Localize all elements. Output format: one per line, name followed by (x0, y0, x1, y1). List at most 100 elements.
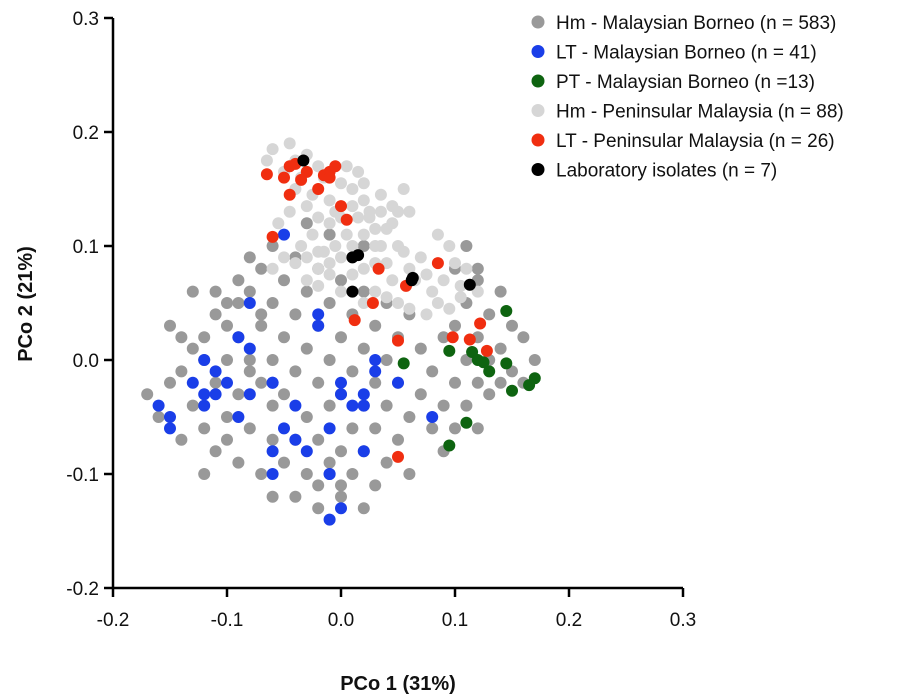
series-0-point-21 (243, 365, 256, 378)
series-1-point-22 (323, 422, 336, 435)
series-0-point-120 (312, 479, 325, 492)
series-3-point-74 (312, 245, 325, 258)
series-2-point-1 (443, 439, 456, 452)
series-3-point-84 (357, 177, 370, 190)
series-3-point-56 (312, 279, 325, 292)
series-0-point-103 (517, 331, 530, 344)
series-3-point-64 (403, 302, 416, 315)
series-3-point-15 (352, 165, 365, 178)
series-0-point-71 (380, 354, 393, 366)
series-1-point-37 (278, 228, 290, 241)
series-3-point-42 (329, 240, 342, 252)
series-3-point-29 (431, 228, 444, 241)
series-0-point-66 (369, 319, 382, 332)
series-3-point-70 (266, 262, 279, 275)
series-0-point-11 (209, 445, 222, 458)
series-0-point-117 (357, 240, 370, 252)
series-3-point-82 (312, 211, 325, 224)
series-3-point-24 (403, 262, 416, 275)
legend-label-1: LT - Malaysian Borneo (n = 41) (556, 43, 817, 64)
series-0-point-25 (255, 376, 268, 389)
series-0-point-125 (232, 297, 245, 309)
series-3-point-37 (295, 240, 308, 252)
series-3-point-75 (323, 257, 336, 270)
series-0-point-15 (232, 274, 245, 287)
series-2-point-10 (506, 384, 518, 397)
series-0-point-43 (300, 468, 313, 480)
series-0-point-32 (278, 331, 290, 344)
series-0-point-39 (289, 490, 302, 503)
series-3-point-86 (386, 200, 399, 213)
series-3-point-77 (346, 240, 359, 252)
series-1-point-40 (323, 468, 336, 480)
series-0-point-110 (186, 285, 199, 298)
series-0-point-105 (528, 354, 541, 366)
series-3-point-61 (369, 285, 382, 298)
series-1-point-36 (266, 376, 279, 389)
series-3-point-83 (346, 200, 359, 213)
series-0-point-37 (289, 365, 302, 378)
series-0-point-42 (300, 411, 313, 423)
series-0-point-3 (175, 433, 188, 446)
series-3-point-73 (300, 251, 313, 264)
series-2-point-8 (500, 305, 513, 317)
series-0-point-51 (323, 399, 336, 412)
series-3-point-27 (420, 268, 433, 281)
series-0-point-13 (221, 354, 233, 366)
series-3-point-12 (335, 177, 347, 190)
series-0-point-79 (414, 388, 427, 401)
series-3-point-71 (278, 251, 290, 264)
x-tick-label: -0.1 (211, 610, 244, 631)
series-4-point-22 (463, 333, 476, 346)
series-0-point-19 (243, 285, 256, 298)
axes-layer: -0.2 -0.1 0.0 0.1 0.2 0.3 -0.2 -0.1 0.0 0.1 0.2 0.3 (66, 9, 696, 631)
series-0-point-29 (266, 399, 279, 412)
series-0-point-27 (266, 297, 279, 309)
series-3-point-52 (386, 217, 399, 230)
series-0-point-52 (323, 456, 336, 469)
series-0-point-34 (278, 456, 290, 469)
series-1-point-0 (152, 399, 165, 412)
series-3-point-38 (306, 228, 319, 241)
series-3-point-58 (335, 285, 347, 298)
series-4-point-16 (372, 262, 385, 275)
series-1-point-28 (346, 399, 359, 412)
series-0-point-4 (175, 365, 188, 378)
series-1-point-24 (323, 513, 336, 526)
series-1-point-4 (198, 399, 211, 412)
series-3-point-85 (374, 188, 387, 201)
legend-label-2: PT - Malaysian Borneo (n =13) (556, 72, 815, 93)
series-0-point-33 (278, 388, 290, 401)
series-0-point-56 (335, 445, 347, 458)
series-1-point-18 (289, 399, 302, 412)
series-0-point-75 (392, 433, 404, 446)
series-3-point-49 (369, 240, 382, 252)
series-0-point-116 (323, 228, 336, 241)
series-0-point-80 (426, 365, 439, 378)
legend-marker-1 (531, 45, 545, 58)
series-0-point-99 (494, 342, 507, 355)
series-1-point-30 (357, 399, 370, 412)
series-0-point-17 (232, 388, 245, 401)
series-3-point-13 (340, 160, 353, 173)
x-tick-label: -0.2 (97, 610, 130, 631)
series-0-point-57 (335, 479, 347, 492)
series-4-point-17 (392, 334, 404, 347)
series-5-point-0 (297, 154, 310, 167)
series-1-point-9 (232, 411, 245, 423)
series-0-point-61 (346, 468, 359, 480)
series-0-point-40 (300, 285, 313, 298)
series-0-point-49 (323, 297, 336, 309)
series-3-point-69 (471, 285, 484, 298)
series-3-point-48 (363, 205, 376, 218)
series-0-point-2 (164, 376, 176, 389)
series-0-point-85 (449, 319, 461, 332)
series-4-point-21 (446, 331, 459, 344)
series-3-point-54 (397, 183, 410, 195)
series-0-point-22 (243, 422, 256, 435)
series-0-point-106 (471, 262, 484, 275)
series-0-point-78 (414, 342, 427, 355)
y-tick-label: -0.2 (66, 579, 99, 600)
series-0-point-93 (471, 376, 484, 389)
